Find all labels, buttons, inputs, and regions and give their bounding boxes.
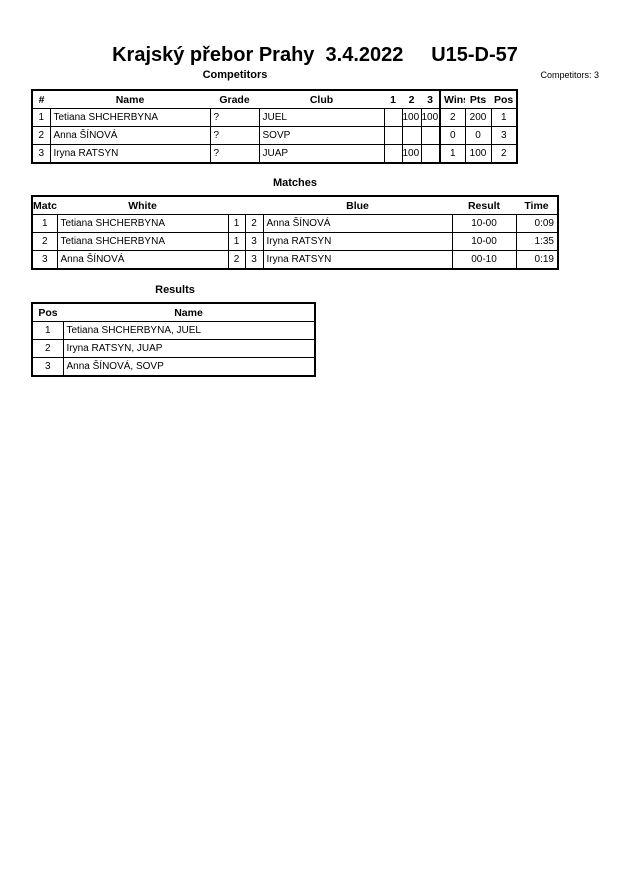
table-cell: 10-00 (451, 214, 517, 233)
table-row: 3 Iryna RATSYN? JUAP 100 1 100 2 (31, 144, 518, 164)
table-cell: 2 (227, 250, 246, 270)
table-cell: Iryna RATSYN (262, 232, 453, 251)
header-row: #NameGradeClub123WinsPtsPos (32, 90, 517, 109)
column-header: Result (452, 196, 516, 215)
table-cell: ? (209, 108, 260, 127)
column-header: 3 (421, 90, 440, 109)
table-cell: 200 (464, 108, 492, 127)
column-header: Blue (263, 196, 452, 215)
table-cell: 00-10 (451, 250, 517, 270)
column-header: White (57, 196, 228, 215)
column-header: Pos (491, 90, 517, 109)
table-cell: Iryna RATSYN (262, 250, 453, 270)
table-cell: 1 (490, 108, 518, 127)
table-row: 1 Tetiana SHCHERBYNA 1 2 Anna ŠÍNOVÁ 10-00 0:0… (31, 214, 559, 233)
table-cell: 100 (420, 108, 441, 127)
table-cell: 0:09 (515, 214, 559, 233)
table-cell: 0 (439, 126, 466, 145)
table-cell: 2 (490, 144, 518, 164)
table-row: 1 Tetiana SHCHERBYNA? JUEL 100 100 2 200 1 (31, 108, 518, 127)
competitors-count: Competitors: 3 (540, 70, 599, 80)
table-cell: Tetiana SHCHERBYNA (56, 232, 229, 251)
table-cell: Anna ŠÍNOVÁ (262, 214, 453, 233)
table-cell: Tetiana SHCHERBYNA (49, 108, 211, 127)
table-cell: 2 (439, 108, 466, 127)
table-cell (383, 144, 403, 164)
table-cell: 3 (244, 250, 264, 270)
column-header: Pos (32, 303, 63, 322)
table-cell: 3 (31, 357, 64, 377)
table-cell (401, 126, 422, 145)
table-cell: Iryna RATSYN (49, 144, 211, 164)
table-cell: Anna ŠÍNOVÁ (56, 250, 229, 270)
matches-heading: Matches (272, 177, 318, 189)
table-cell: 2 (244, 214, 264, 233)
table-cell: 1 (31, 321, 64, 340)
column-header: Match (32, 196, 57, 215)
table-row: 2 Iryna RATSYN, JUAP (31, 339, 316, 358)
table-cell: 100 (401, 108, 422, 127)
table-cell: 2 (31, 232, 58, 251)
table-cell: Anna ŠÍNOVÁ, SOVP (62, 357, 316, 377)
event-date: 3.4.2022 (325, 44, 404, 66)
table-cell: 1 (439, 144, 466, 164)
table-cell (420, 126, 441, 145)
table-row: 2 Tetiana SHCHERBYNA 1 3 Iryna RATSYN 10-00 1:… (31, 232, 559, 251)
table-cell: JUAP (258, 144, 385, 164)
table-cell: Tetiana SHCHERBYNA, JUEL (62, 321, 316, 340)
table-cell: 3 (490, 126, 518, 145)
table-cell: 10-00 (451, 232, 517, 251)
column-header: Time (516, 196, 558, 215)
table-cell (383, 108, 403, 127)
column-header: Grade (210, 90, 259, 109)
table-cell: 2 (31, 339, 64, 358)
table-cell: JUEL (258, 108, 385, 127)
results-heading: Results (155, 284, 195, 296)
table-cell: 3 (31, 250, 58, 270)
table-cell: 3 (31, 144, 51, 164)
competitors-heading: Competitors (202, 69, 268, 81)
table-row: 1 Tetiana SHCHERBYNA, JUEL (31, 321, 316, 340)
column-header: Name (63, 303, 315, 322)
table-cell: 0 (464, 126, 492, 145)
column-header: Wins (439, 90, 465, 109)
table-cell: 1 (31, 214, 58, 233)
table-cell: 1:35 (515, 232, 559, 251)
table-cell: ? (209, 144, 260, 164)
table-cell: Anna ŠÍNOVÁ (49, 126, 211, 145)
column-header: Club (259, 90, 384, 109)
column-header: # (32, 90, 50, 109)
table-cell: ? (209, 126, 260, 145)
table-cell: Tetiana SHCHERBYNA (56, 214, 229, 233)
table-cell: 1 (227, 214, 246, 233)
header-row: Pos Name (32, 303, 315, 322)
column-header: 2 (402, 90, 421, 109)
category: U15-D-57 (431, 44, 518, 66)
table-cell: Iryna RATSYN, JUAP (62, 339, 316, 358)
table-cell: SOVP (258, 126, 385, 145)
table-row: 3 Anna ŠÍNOVÁ, SOVP (31, 357, 316, 377)
event-name: Krajský přebor Prahy (112, 44, 315, 66)
table-cell: 100 (401, 144, 422, 164)
table-cell: 100 (464, 144, 492, 164)
column-header: Pts (465, 90, 491, 109)
page-title: Krajský přebor Prahy 3.4.2022 U15-D-57 (0, 44, 630, 67)
column-header: Name (50, 90, 210, 109)
competitors-table: #NameGradeClub123WinsPtsPos1Tetiana SHCH… (31, 89, 518, 164)
results-table: Pos Name 1 Tetiana SHCHERBYNA, JUEL 2 Iryna R… (31, 302, 316, 377)
table-cell: 3 (244, 232, 264, 251)
table-row: 3 Anna ŠÍNOVÁ 2 3 Iryna RATSYN 00-10 0:19 (31, 250, 559, 270)
column-header: 1 (384, 90, 402, 109)
table-cell: 1 (227, 232, 246, 251)
table-cell: 2 (31, 126, 51, 145)
column-header (228, 196, 245, 215)
table-cell: 1 (31, 108, 51, 127)
table-row: 2 Anna ŠÍNOVÁ? SOVP 0 0 3 (31, 126, 518, 145)
table-cell (383, 126, 403, 145)
column-header (245, 196, 263, 215)
table-cell: 0:19 (515, 250, 559, 270)
table-cell (420, 144, 441, 164)
